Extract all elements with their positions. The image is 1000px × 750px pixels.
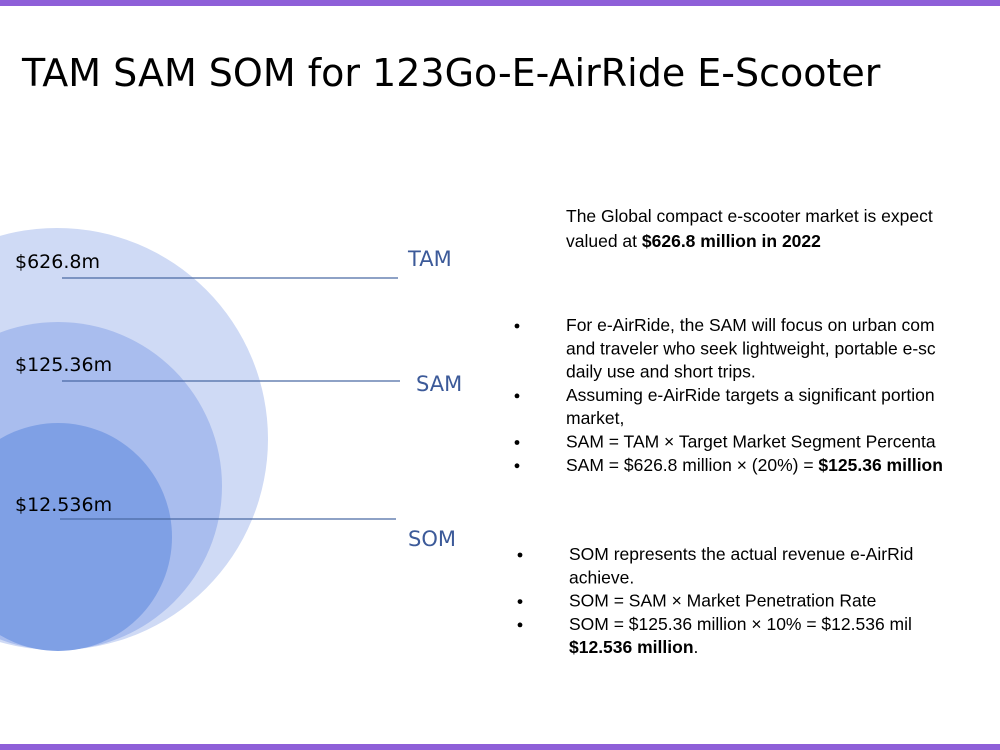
slide-title: TAM SAM SOM for 123Go-E-AirRide E-Scoote…: [21, 51, 881, 95]
text-line: Assuming e-AirRide targets a significant…: [566, 385, 935, 405]
text-line: SOM represents the actual revenue e-AirR…: [569, 544, 913, 564]
level-name: TAM: [407, 247, 452, 271]
text-segment: $626.8 million in 2022: [642, 231, 821, 251]
text-segment: SOM represents the actual revenue e-AirR…: [569, 544, 913, 564]
text-segment: achieve.: [569, 567, 634, 587]
level-name: SAM: [416, 372, 462, 396]
text-segment: $125.36 million: [818, 455, 943, 475]
text-line: SOM = SAM × Market Penetration Rate: [569, 591, 876, 611]
top-border: [0, 0, 1000, 6]
text-line: valued at $626.8 million in 2022: [566, 231, 821, 251]
description: The Global compact e-scooter market is e…: [514, 206, 943, 657]
bullet: [514, 323, 520, 329]
bullet: [514, 393, 520, 399]
text-line: For e-AirRide, the SAM will focus on urb…: [566, 315, 935, 335]
bullet: [517, 599, 523, 604]
text-segment: daily use and short trips.: [566, 362, 756, 382]
text-segment: For e-AirRide, the SAM will focus on urb…: [566, 315, 935, 335]
text-segment: .: [694, 637, 699, 657]
bullet: [517, 552, 523, 558]
text-segment: market,: [566, 408, 624, 428]
text-line: market,: [566, 408, 624, 428]
text-segment: SOM = $125.36 million × 10% = $12.536 mi…: [569, 614, 912, 634]
bullet: [514, 463, 520, 469]
text-line: SAM = TAM × Target Market Segment Percen…: [566, 432, 936, 452]
text-segment: and traveler who seek lightweight, porta…: [566, 338, 936, 358]
text-segment: SAM = $626.8 million × (20%) =: [566, 455, 818, 475]
som-circle: [0, 423, 172, 651]
text-segment: SOM = SAM × Market Penetration Rate: [569, 591, 876, 611]
text-segment: $12.536 million: [569, 637, 694, 657]
text-line: achieve.: [569, 567, 634, 587]
bottom-border: [0, 744, 1000, 750]
text-line: and traveler who seek lightweight, porta…: [566, 338, 936, 358]
text-line: daily use and short trips.: [566, 362, 756, 382]
bullet: [517, 622, 523, 628]
level-value: $12.536m: [15, 494, 112, 516]
text-line: SOM = $125.36 million × 10% = $12.536 mi…: [569, 614, 912, 634]
text-segment: Assuming e-AirRide targets a significant…: [566, 385, 935, 405]
bullet: [514, 440, 520, 445]
level-value: $626.8m: [15, 251, 100, 273]
text-line: $12.536 million.: [569, 637, 698, 657]
text-line: SAM = $626.8 million × (20%) = $125.36 m…: [566, 455, 943, 475]
text-segment: SAM = TAM × Target Market Segment Percen…: [566, 432, 936, 452]
level-name: SOM: [408, 527, 456, 551]
levels: $626.8m TAM $125.36m SAM $12.536m SOM: [15, 247, 462, 551]
text-segment: valued at: [566, 231, 642, 251]
text-line: The Global compact e-scooter market is e…: [566, 206, 933, 226]
level-value: $125.36m: [15, 354, 112, 376]
text-segment: The Global compact e-scooter market is e…: [566, 206, 933, 226]
